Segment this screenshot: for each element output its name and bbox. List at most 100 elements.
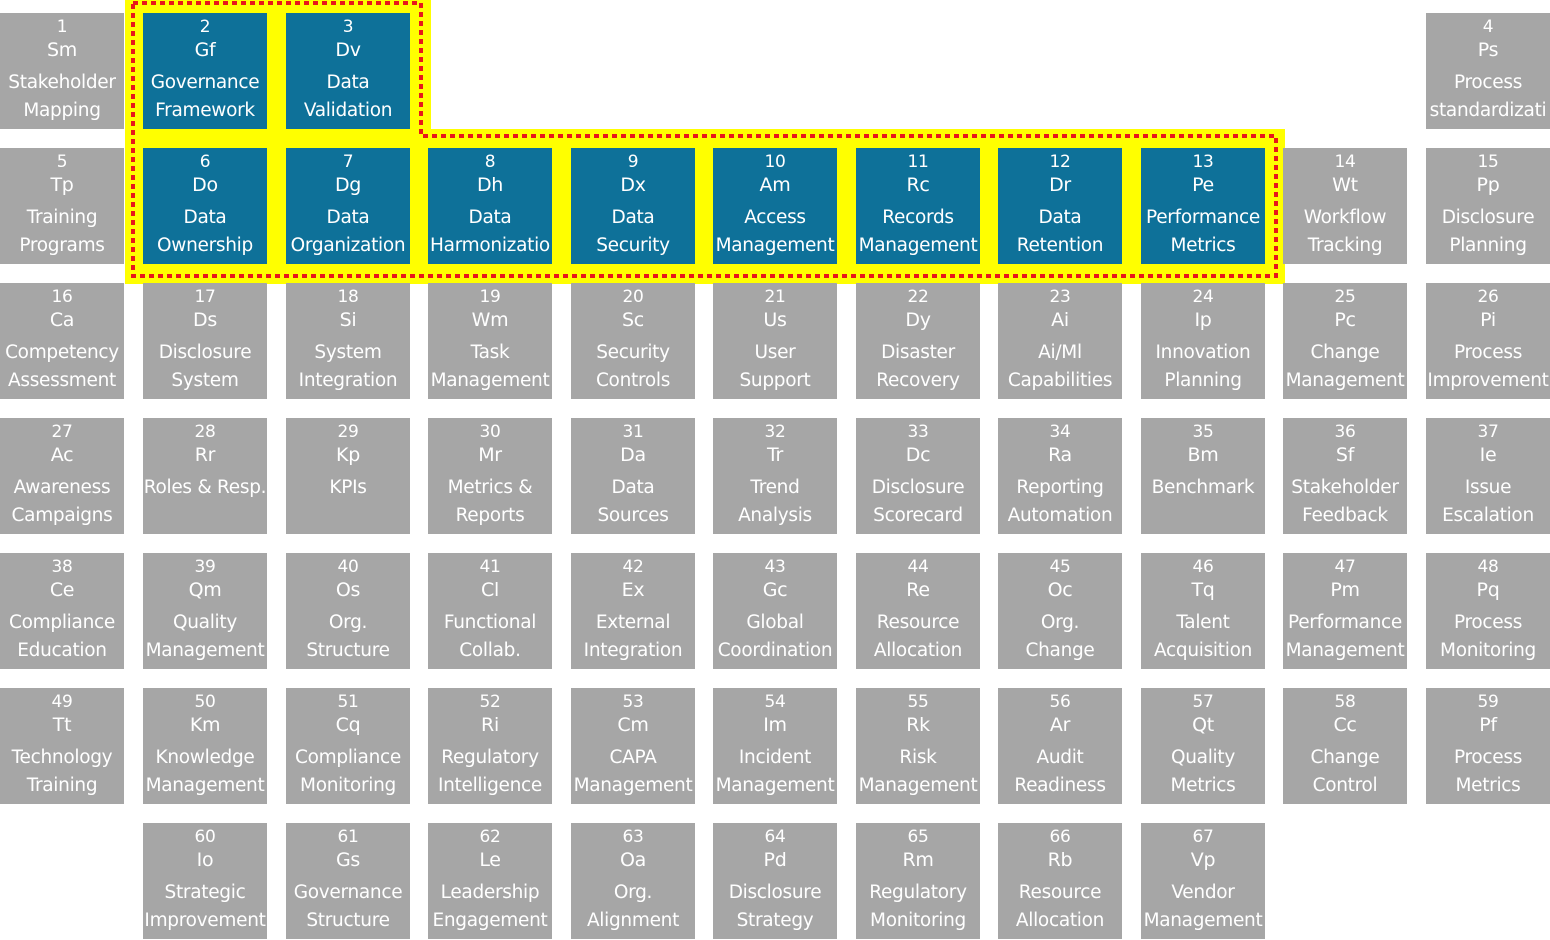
tile-label-line2: Feedback: [1302, 505, 1388, 526]
tile-label-line1: External: [595, 612, 671, 633]
tile-symbol: Cl: [481, 579, 499, 601]
tile-label-line2: Security: [596, 235, 670, 256]
tile-number: 12: [1049, 152, 1071, 172]
tile-8: 8 Dh Data Harmonizatio: [428, 148, 552, 264]
tile-symbol: Pp: [1476, 174, 1500, 196]
tile-symbol: Km: [189, 714, 221, 736]
tile-13: 13 Pe Performance Metrics: [1141, 148, 1265, 264]
tile-number: 32: [764, 422, 786, 442]
tile-label-line1: Governance: [293, 882, 403, 903]
tile-label-line1: Task: [470, 342, 510, 363]
tile-label-line2: Mapping: [23, 100, 101, 121]
tile-symbol: Do: [192, 174, 218, 196]
tile-symbol: Da: [620, 444, 646, 466]
tile-number: 54: [764, 692, 786, 712]
tile-number: 41: [479, 557, 501, 577]
tile-symbol: Us: [763, 309, 787, 331]
tile-symbol: Dh: [476, 174, 504, 196]
tile-label-line2: Management: [145, 775, 265, 796]
tile-number: 60: [194, 827, 216, 847]
tile-55: 55 Rk Risk Management: [856, 688, 980, 804]
tile-symbol: Ex: [621, 579, 645, 601]
tile-65: 65 Rm Regulatory Monitoring: [856, 823, 980, 939]
tile-number: 18: [337, 287, 359, 307]
tile-symbol: Dc: [905, 444, 931, 466]
tile-45: 45 Oc Org. Change: [998, 553, 1122, 669]
tile-symbol: Sf: [1335, 444, 1355, 466]
tile-symbol: Dr: [1049, 174, 1071, 196]
tile-label-line1: KPIs: [329, 477, 367, 498]
tile-number: 26: [1477, 287, 1499, 307]
tile-25: 25 Pc Change Management: [1283, 283, 1407, 399]
tile-symbol: Bm: [1187, 444, 1219, 466]
tile-symbol: Tt: [52, 714, 72, 736]
tile-number: 59: [1477, 692, 1499, 712]
tile-41: 41 Cl Functional Collab.: [428, 553, 552, 669]
tile-label-line2: System: [171, 370, 239, 391]
tile-label-line1: Records: [882, 207, 954, 228]
tile-17: 17 Ds Disclosure System: [143, 283, 267, 399]
tile-symbol: Kp: [336, 444, 360, 466]
tile-label-line1: Change: [1310, 342, 1380, 363]
tile-label-line2: Structure: [306, 640, 390, 661]
tile-symbol: Ar: [1049, 714, 1071, 736]
tile-symbol: Pd: [763, 849, 787, 871]
tile-26: 26 Pi Process Improvement: [1426, 283, 1550, 399]
tile-label-line2: Management: [1143, 910, 1263, 931]
tile-label-line1: Data: [611, 207, 655, 228]
tile-46: 46 Tq Talent Acquisition: [1141, 553, 1265, 669]
tile-label-line2: Analysis: [738, 505, 812, 526]
tile-number: 47: [1334, 557, 1356, 577]
tile-label-line1: Technology: [11, 747, 113, 768]
tile-symbol: Pq: [1476, 579, 1500, 601]
tile-label-line1: Incident: [738, 747, 812, 768]
tile-16: 16 Ca Competency Assessment: [0, 283, 124, 399]
tile-number: 13: [1192, 152, 1214, 172]
tile-label-line1: Performance: [1288, 612, 1402, 633]
tile-label-line1: CAPA: [609, 747, 657, 768]
tile-label-line2: Engagement: [432, 910, 548, 931]
tile-label-line2: standardizati: [1429, 100, 1547, 121]
tile-label-line2: Metrics: [1455, 775, 1521, 796]
tile-number: 7: [342, 152, 354, 172]
tile-symbol: Im: [763, 714, 787, 736]
tile-label-line2: Validation: [303, 100, 393, 121]
tile-label-line2: Retention: [1016, 235, 1104, 256]
tile-number: 40: [337, 557, 359, 577]
tile-7: 7 Dg Data Organization: [286, 148, 410, 264]
tile-number: 19: [479, 287, 501, 307]
tile-label-line2: [286, 502, 410, 530]
tile-label-line2: Integration: [298, 370, 398, 391]
tile-label-line1: Benchmark: [1151, 477, 1255, 498]
tile-number: 50: [194, 692, 216, 712]
tile-number: 3: [342, 17, 354, 37]
tile-label-line1: Competency: [5, 342, 119, 363]
tile-symbol: Wt: [1332, 174, 1358, 196]
tile-label-line1: Org.: [328, 612, 368, 633]
tile-label-line2: Framework: [155, 100, 255, 121]
tile-62: 62 Le Leadership Engagement: [428, 823, 552, 939]
tile-24: 24 Ip Innovation Planning: [1141, 283, 1265, 399]
tile-number: 42: [622, 557, 644, 577]
tile-11: 11 Rc Records Management: [856, 148, 980, 264]
tile-symbol: Gs: [335, 849, 361, 871]
tile-number: 34: [1049, 422, 1071, 442]
tile-label-line1: Process: [1453, 612, 1523, 633]
tile-label-line1: Awareness: [13, 477, 111, 498]
tile-label-line2: Automation: [1007, 505, 1113, 526]
tile-symbol: Si: [339, 309, 357, 331]
tile-50: 50 Km Knowledge Management: [143, 688, 267, 804]
tile-number: 36: [1334, 422, 1356, 442]
tile-label-line2: Reports: [455, 505, 525, 526]
tile-36: 36 Sf Stakeholder Feedback: [1283, 418, 1407, 534]
tile-label-line2: Ownership: [157, 235, 253, 256]
tile-12: 12 Dr Data Retention: [998, 148, 1122, 264]
tile-number: 57: [1192, 692, 1214, 712]
tile-label-line2: Readiness: [1014, 775, 1106, 796]
tile-label-line2: Management: [573, 775, 693, 796]
tile-label-line1: Org.: [613, 882, 653, 903]
tile-label-line2: Scorecard: [873, 505, 963, 526]
tile-label-line1: Data: [326, 72, 370, 93]
tile-32: 32 Tr Trend Analysis: [713, 418, 837, 534]
tile-48: 48 Pq Process Monitoring: [1426, 553, 1550, 669]
